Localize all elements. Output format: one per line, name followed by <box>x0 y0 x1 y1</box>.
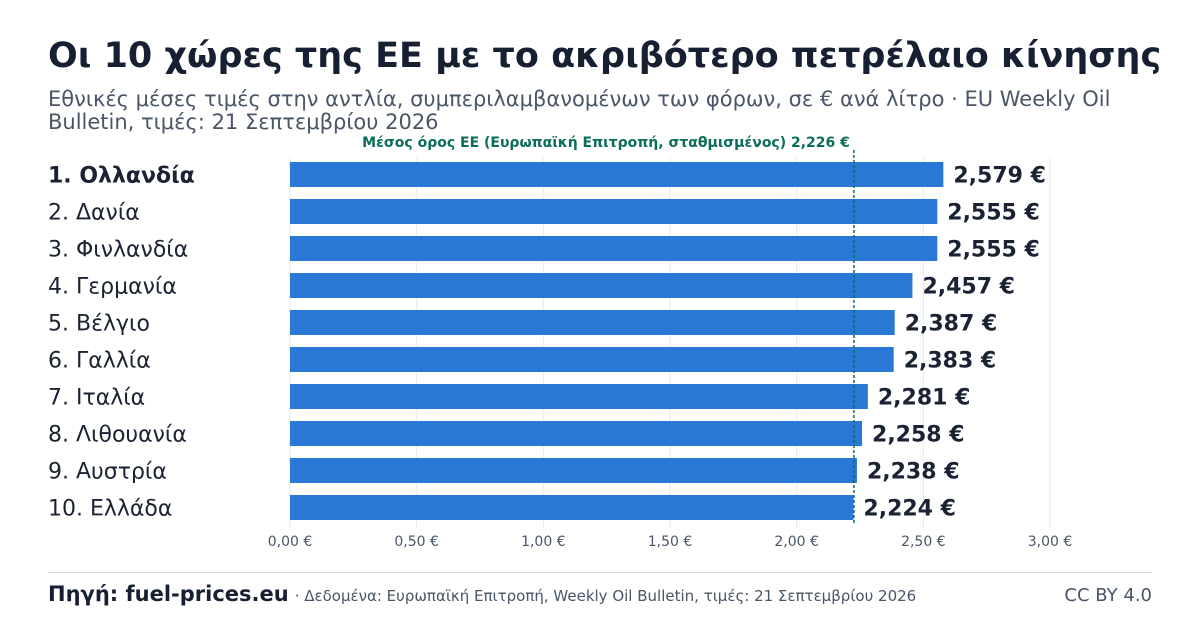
x-tick-label: 0,00 € <box>268 534 313 550</box>
bar <box>290 273 913 298</box>
eu-average-label: Μέσος όρος ΕΕ (Ευρωπαϊκή Επιτροπή, σταθμ… <box>362 135 850 151</box>
x-tick-label: 1,50 € <box>648 534 693 550</box>
category-label: 2. Δανία <box>48 201 140 226</box>
value-label: 2,224 € <box>863 497 956 522</box>
bar <box>290 458 857 483</box>
category-label: 1. Ολλανδία <box>48 164 195 189</box>
bar <box>290 310 895 335</box>
chart-title: Οι 10 χώρες της ΕΕ με το ακριβότερο πετρ… <box>48 36 1162 76</box>
category-label: 7. Ιταλία <box>48 386 145 411</box>
bar <box>290 495 854 520</box>
value-label: 2,383 € <box>904 349 997 374</box>
value-label: 2,258 € <box>872 423 965 448</box>
value-label: 2,555 € <box>947 201 1040 226</box>
category-label: 3. Φινλανδία <box>48 238 188 263</box>
bar <box>290 421 863 446</box>
bar <box>290 347 894 372</box>
bar <box>290 162 944 187</box>
footer: Πηγή: fuel-prices.eu · Δεδομένα: Ευρωπαϊκ… <box>48 582 1152 612</box>
x-tick-label: 0,50 € <box>394 534 439 550</box>
x-tick-label: 2,50 € <box>901 534 946 550</box>
value-label: 2,555 € <box>947 238 1040 263</box>
value-label: 2,281 € <box>878 386 971 411</box>
chart-subtitle: Εθνικές μέσες τιμές στην αντλία, συμπερι… <box>48 87 1111 134</box>
value-label: 2,238 € <box>867 460 960 485</box>
category-label: 9. Αυστρία <box>48 460 167 485</box>
category-label: 8. Λιθουανία <box>48 423 187 448</box>
category-label: 10. Ελλάδα <box>48 497 172 522</box>
bar <box>290 236 938 261</box>
bar <box>290 199 938 224</box>
source-label: Πηγή: fuel-prices.eu <box>48 582 289 606</box>
license-label: CC BY 4.0 <box>1064 585 1152 606</box>
footer-divider <box>48 572 1152 573</box>
bar <box>290 384 868 409</box>
category-label: 4. Γερμανία <box>48 275 177 300</box>
value-label: 2,579 € <box>953 164 1046 189</box>
x-tick-label: 3,00 € <box>1028 534 1073 550</box>
category-label: 6. Γαλλία <box>48 349 151 374</box>
category-label: 5. Βέλγιο <box>48 312 150 337</box>
x-tick-label: 2,00 € <box>774 534 819 550</box>
value-label: 2,457 € <box>922 275 1015 300</box>
x-tick-label: 1,00 € <box>521 534 566 550</box>
source-note: · Δεδομένα: Ευρωπαϊκή Επιτροπή, Weekly O… <box>294 587 917 605</box>
value-label: 2,387 € <box>905 312 998 337</box>
